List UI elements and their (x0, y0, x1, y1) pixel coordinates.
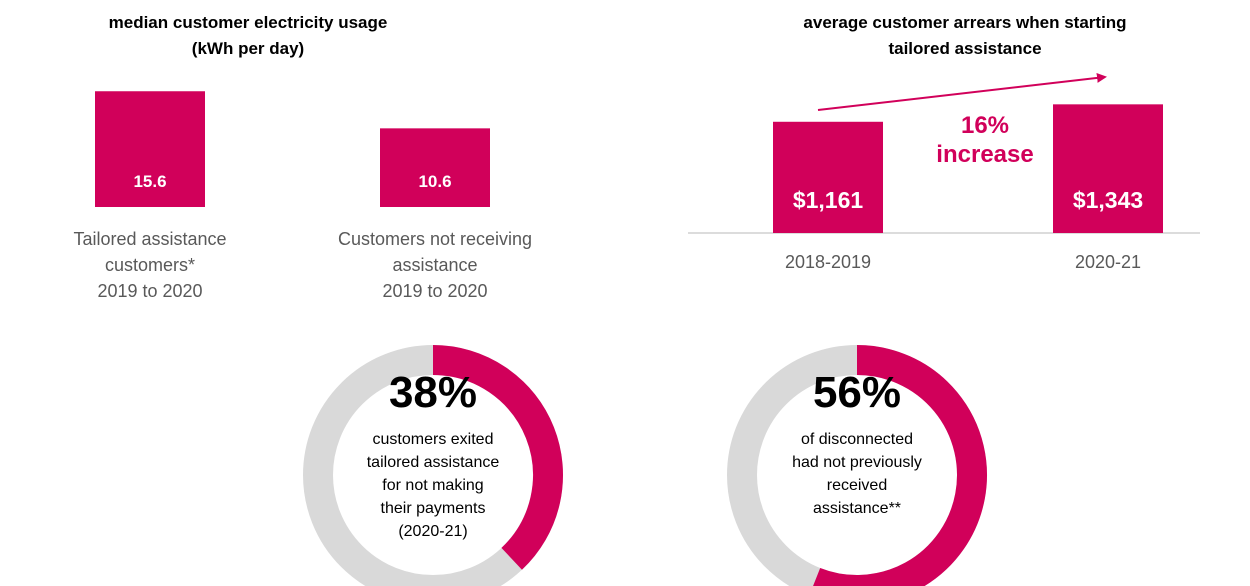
donut-text: customers exited tailored assistance for… (366, 431, 500, 540)
data-label: 15.6 (133, 172, 167, 191)
chart-title: average customer arrears when starting t… (803, 13, 1127, 58)
donut-segment (432, 345, 563, 570)
bar (95, 91, 205, 207)
x-tick-label: 2018-2019 (784, 252, 872, 272)
donut-segment (813, 345, 987, 586)
data-label: $1,161 (792, 187, 864, 213)
x-tick-label: 2020-21 (1074, 252, 1142, 272)
bar (380, 128, 490, 207)
bar (1053, 104, 1163, 233)
data-label: $1,343 (1072, 187, 1144, 213)
donut-text: of disconnected had not previously recei… (792, 431, 922, 517)
x-tick-label: Tailored assistance customers* 2019 to 2… (73, 229, 227, 301)
donut-value: 38% (388, 368, 478, 417)
trend-arrow (817, 72, 1107, 111)
chart-title: median customer electricity usage (kWh p… (108, 13, 388, 58)
annotation: 16% increase (936, 112, 1034, 168)
bar (773, 121, 883, 233)
data-label: 10.6 (418, 172, 452, 191)
x-tick-label: Customers not receiving assistance 2019 … (337, 229, 533, 301)
donut-value: 56% (812, 368, 902, 417)
